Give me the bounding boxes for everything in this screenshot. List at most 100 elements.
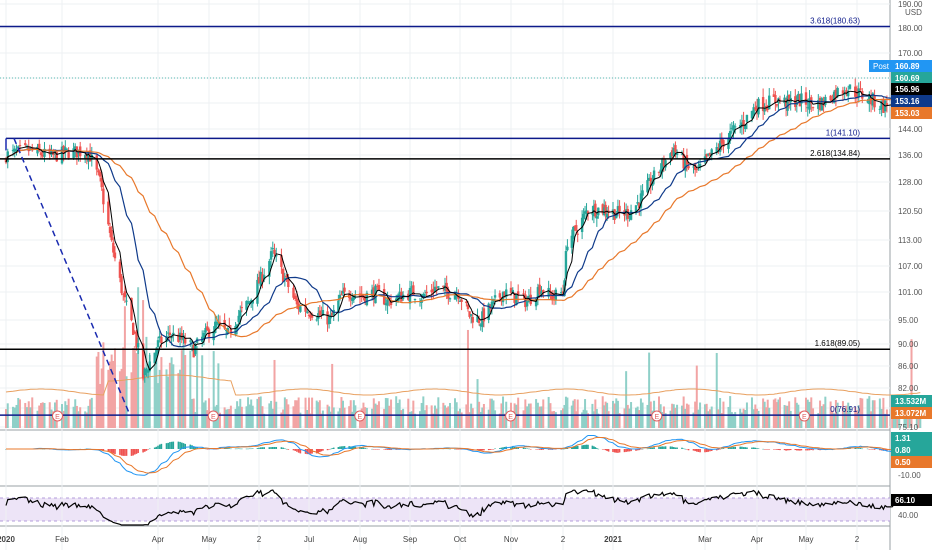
macd-histogram-bar (125, 449, 128, 456)
macd-histogram-bar (763, 449, 766, 450)
macd-histogram-bar (250, 448, 252, 450)
macd-histogram-bar (259, 447, 262, 449)
candle-body (638, 202, 641, 209)
macd-histogram-bar (130, 449, 133, 456)
candle-body (95, 155, 98, 170)
candle-body (182, 335, 185, 341)
macd-histogram-bar (194, 446, 197, 449)
volume-bar (229, 405, 232, 428)
macd-histogram-bar (179, 441, 181, 449)
volume-bar (372, 398, 375, 428)
volume-bar (261, 406, 264, 428)
macd-histogram-bar (681, 447, 683, 449)
volume-bar (167, 376, 170, 428)
volume-label: 13.072M (895, 409, 926, 418)
candle-body (745, 114, 749, 122)
candle-body (820, 98, 824, 111)
ma-line-0 (5, 94, 921, 348)
volume-bar (772, 399, 775, 428)
candle-body (370, 289, 374, 295)
volume-bar (785, 405, 788, 428)
macd-histogram-bar (664, 446, 667, 449)
volume-bar (184, 355, 187, 428)
candle-body (836, 87, 839, 97)
candle-body (626, 209, 629, 219)
macd-histogram-bar (319, 449, 321, 453)
candle-body (453, 293, 457, 300)
candle-body (327, 316, 331, 325)
macd-histogram-bar (799, 449, 801, 451)
macd-histogram-bar (376, 449, 379, 450)
volume-bar (338, 408, 341, 428)
macd-label-bg (891, 444, 932, 456)
candle-body (365, 292, 369, 306)
volume-bar (576, 399, 579, 428)
volume-bar (843, 408, 846, 428)
macd-histogram-bar (757, 448, 760, 449)
candle-body (832, 91, 836, 103)
macd-histogram-bar (796, 449, 798, 451)
candle-body (616, 206, 620, 213)
volume-bar (85, 412, 88, 428)
candle-body (455, 293, 458, 295)
volume-bar (395, 396, 398, 428)
volume-bar (754, 404, 757, 428)
macd-histogram-bar (797, 449, 800, 451)
macd-histogram-bar (478, 449, 480, 451)
ma-label: 153.03 (895, 109, 920, 118)
candle-body (843, 92, 846, 95)
volume-bar (674, 407, 677, 428)
macd-histogram-bar (783, 449, 786, 451)
volume-bar (482, 403, 485, 428)
volume-bar (172, 364, 175, 428)
time-tick-label: 2 (257, 535, 262, 544)
candle-body (130, 297, 133, 321)
volume-bar (719, 398, 722, 428)
candle-body (376, 285, 379, 287)
candle-body (629, 210, 633, 220)
volume-bar (99, 383, 102, 428)
volume-bar (554, 412, 557, 428)
macd-histogram-bar (886, 449, 888, 451)
ma-label-bg (891, 83, 932, 95)
volume-bar (822, 404, 825, 428)
macd-histogram-bar (615, 449, 618, 453)
volume-bar (742, 408, 745, 428)
macd-histogram-bar (182, 443, 185, 449)
volume-bar (218, 412, 221, 428)
macd-histogram-bar (591, 445, 594, 449)
volume-bar (460, 412, 463, 428)
candle-body (412, 285, 415, 297)
volume-bar (118, 371, 121, 428)
candle-body (730, 127, 734, 129)
volume-bar (343, 407, 346, 428)
macd-histogram-bar (483, 449, 485, 451)
volume-bar (676, 404, 679, 428)
volume-bar (102, 342, 105, 428)
macd-histogram-bar (641, 448, 644, 450)
volume-bar (786, 405, 789, 428)
candle-body (534, 298, 538, 307)
candle-body (321, 309, 325, 316)
macd-histogram-bar (692, 449, 695, 451)
candle-body (586, 211, 590, 214)
candle-body (572, 226, 575, 240)
volume-bar (687, 404, 690, 428)
candle-body (386, 299, 389, 306)
macd-histogram-bar (261, 447, 264, 449)
candle-body (153, 352, 156, 363)
candle-body (256, 279, 259, 304)
candle-body (503, 291, 506, 298)
macd-histogram-bar (861, 448, 864, 450)
volume-bar (352, 400, 355, 428)
candle-body (31, 147, 34, 151)
volume-bar (31, 397, 34, 428)
candle-body (268, 261, 271, 277)
candle-body (698, 163, 702, 168)
volume-bar (292, 406, 295, 428)
candle-body (857, 88, 860, 97)
macd-histogram-bar (879, 449, 881, 451)
volume-bar (19, 399, 21, 428)
volume-bar (648, 352, 651, 428)
